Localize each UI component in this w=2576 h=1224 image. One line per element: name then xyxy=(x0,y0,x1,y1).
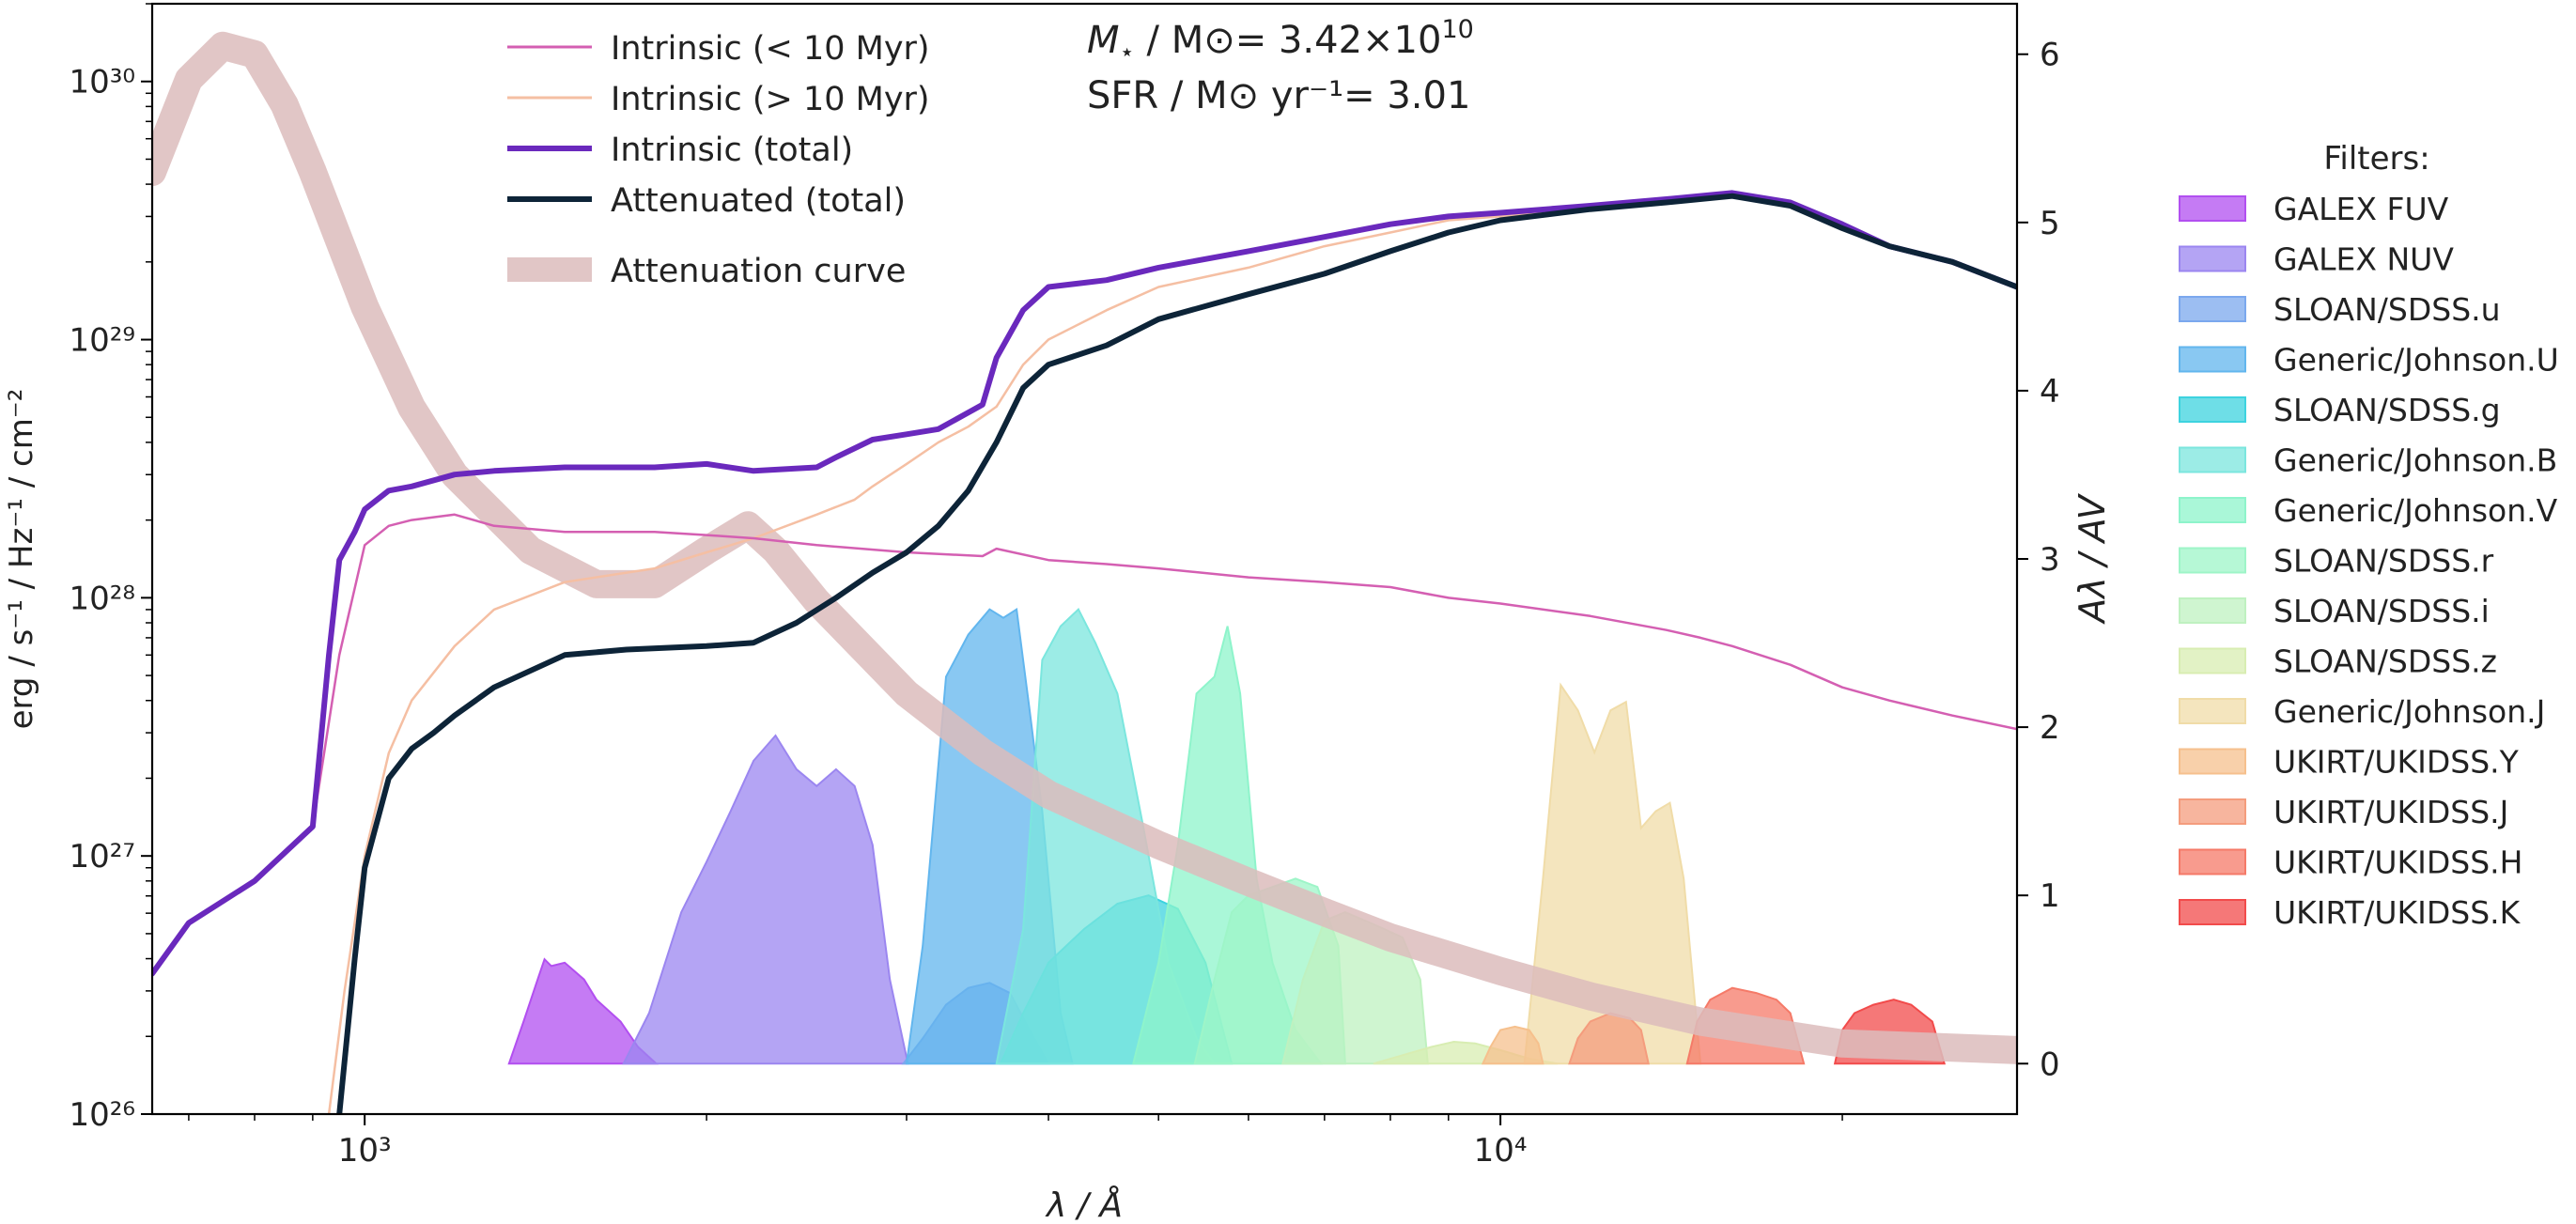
filter-legend-label: UKIRT/UKIDSS.Y xyxy=(2273,744,2520,781)
filter-legend-label: UKIRT/UKIDSS.J xyxy=(2273,794,2508,830)
filter-legend-swatch xyxy=(2179,497,2246,523)
y2-tick-label: 1 xyxy=(2040,877,2060,915)
y-tick-label: 10²⁸ xyxy=(69,580,135,617)
filter-legend-label: UKIRT/UKIDSS.H xyxy=(2273,844,2522,881)
y-tick-label: 10²⁷ xyxy=(69,838,135,875)
series-legend: Intrinsic (< 10 Myr) Intrinsic (> 10 Myr)… xyxy=(507,30,930,290)
filter-legend-swatch xyxy=(2179,798,2246,825)
filter-legend-swatch xyxy=(2179,748,2246,775)
series-line-intrinsic-total- xyxy=(152,190,2017,977)
y-tick-label: 10²⁹ xyxy=(69,322,135,360)
legend-label: Intrinsic (< 10 Myr) xyxy=(611,30,930,68)
filter-legend-swatch xyxy=(2179,647,2246,674)
filter-legend-swatch xyxy=(2179,195,2246,222)
filter-band-galex-nuv xyxy=(622,734,909,1065)
legend-label: Intrinsic (total) xyxy=(611,132,853,169)
filter-band-ukirt-ukidss-y xyxy=(1481,1025,1544,1065)
y-axis-label: erg / s⁻¹ / Hz⁻¹ / cm⁻² xyxy=(3,389,40,730)
filter-legend-label: GALEX FUV xyxy=(2273,191,2449,227)
filter-legend-label: Generic/Johnson.U xyxy=(2273,342,2559,379)
legend-label: Intrinsic (> 10 Myr) xyxy=(611,81,930,118)
y2-tick-label: 0 xyxy=(2040,1046,2060,1083)
series-line-intrinsic-10-myr- xyxy=(152,513,2017,975)
sfr-text: SFR / M⊙ yr⁻¹= 3.01 xyxy=(1087,74,1470,117)
filter-legend-swatch xyxy=(2179,597,2246,624)
y-tick-label: 10³⁰ xyxy=(69,64,135,101)
x-tick-label: 10⁴ xyxy=(1474,1132,1528,1170)
series-line-attenuated-total- xyxy=(336,193,2017,1114)
y2-tick-label: 3 xyxy=(2040,541,2060,579)
filter-legend-label: SLOAN/SDSS.g xyxy=(2273,392,2501,428)
filter-legend-swatch xyxy=(2179,848,2246,875)
axes: 10²⁶ 10²⁷ 10²⁸ 10²⁹ 10³⁰ 10³ 10⁴ 0 1 2 3 4 5 6 λ / Å er… xyxy=(3,3,2113,1224)
y2-tick-label: 2 xyxy=(2040,709,2060,747)
y2-tick-label: 6 xyxy=(2040,37,2060,74)
filter-band-generic-johnson-j xyxy=(1523,682,1702,1065)
filter-legend-label: SLOAN/SDSS.r xyxy=(2273,543,2494,580)
legend-label: Attenuated (total) xyxy=(611,182,906,220)
filter-legend-swatch xyxy=(2179,396,2246,423)
spectra-series xyxy=(152,31,2017,1114)
filter-legend-label: SLOAN/SDSS.z xyxy=(2273,643,2497,680)
filter-legend-swatch xyxy=(2179,446,2246,473)
filter-legend-swatch xyxy=(2179,899,2246,925)
filter-legend: Filters: GALEX FUV GALEX NUV SLOAN/SDSS.u Ge… xyxy=(2179,140,2559,931)
x-tick-label: 10³ xyxy=(338,1132,392,1170)
filter-legend-label: GALEX NUV xyxy=(2273,241,2454,278)
filter-legend-swatch xyxy=(2179,547,2246,574)
filter-legend-label: SLOAN/SDSS.i xyxy=(2273,593,2490,629)
filter-legend-swatch xyxy=(2179,296,2246,322)
series-line-attenuation-curve xyxy=(152,31,2017,1064)
filter-legend-swatch xyxy=(2179,346,2246,373)
y2-axis-label: Aλ / AV xyxy=(2072,492,2113,626)
legend-label: Attenuation curve xyxy=(611,253,906,290)
y-tick-label: 10²⁶ xyxy=(69,1096,135,1134)
filter-legend-label: Generic/Johnson.V xyxy=(2273,492,2558,529)
filters-title: Filters: xyxy=(2323,140,2429,178)
filter-bands xyxy=(507,608,1947,1065)
filter-legend-label: SLOAN/SDSS.u xyxy=(2273,291,2501,328)
galaxy-properties: M⋆ / M⊙= 3.42×1010 SFR / M⊙ yr⁻¹= 3.01 xyxy=(1087,15,1474,117)
filter-legend-label: Generic/Johnson.J xyxy=(2273,693,2545,730)
filter-legend-swatch xyxy=(2179,245,2246,272)
y2-tick-label: 4 xyxy=(2040,373,2060,411)
stellar-mass-text: M⋆ / M⊙= 3.42×1010 xyxy=(1087,15,1474,67)
y2-tick-label: 5 xyxy=(2040,205,2060,242)
x-axis-label: λ / Å xyxy=(1045,1185,1123,1224)
filter-legend-label: Generic/Johnson.B xyxy=(2273,442,2557,479)
filter-legend-swatch xyxy=(2179,698,2246,724)
filter-legend-label: UKIRT/UKIDSS.K xyxy=(2273,894,2522,931)
